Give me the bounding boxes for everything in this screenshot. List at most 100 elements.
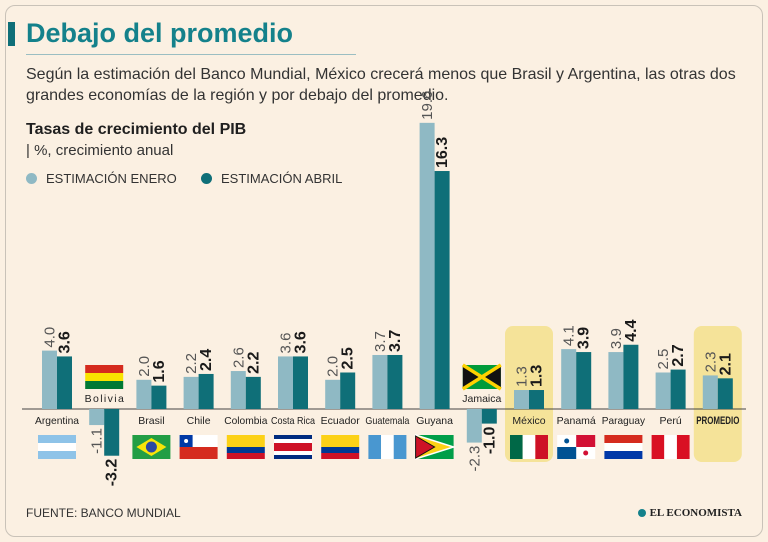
bar-abril-mexico — [529, 390, 544, 409]
value-label-enero-peru: 2.5 — [655, 349, 672, 370]
category-label-mexico: México — [512, 415, 545, 427]
category-label-guatemala: Guatemala — [365, 415, 409, 427]
infographic-frame — [5, 5, 763, 537]
flag-colombia-icon — [226, 435, 265, 459]
value-label-abril-mexico: 1.3 — [529, 365, 546, 387]
bar-enero-bolivia — [89, 409, 105, 426]
category-label-colombia: Colombia — [224, 415, 267, 427]
bar-abril-guatemala — [387, 354, 403, 409]
page-title: Debajo del promedio — [26, 18, 294, 48]
category-label-paraguay: Paraguay — [602, 415, 646, 427]
bar-abril-argentina — [57, 356, 72, 409]
value-label-enero-paraguay: 3.9 — [608, 328, 625, 349]
value-label-enero-panama: 4.1 — [561, 325, 578, 346]
value-label-abril-panama: 3.9 — [576, 327, 593, 349]
bar-enero-guyana — [419, 122, 435, 409]
value-label-enero-promedio: 2.3 — [702, 352, 719, 373]
category-label-chile: Chile — [187, 415, 211, 427]
category-label-bolivia: Bolivia — [85, 393, 124, 405]
value-label-enero-guyana: 19.6 — [419, 91, 436, 120]
category-label-ecuador: Ecuador — [321, 415, 361, 427]
category-label-jamaica: Jamaica — [462, 393, 501, 405]
bar-abril-promedio — [717, 378, 733, 409]
flag-panama-icon — [557, 435, 596, 459]
value-label-abril-chile: 2.4 — [198, 349, 215, 371]
bar-enero-guatemala — [372, 354, 388, 409]
category-label-argentina: Argentina — [35, 415, 79, 427]
legend-item-abril: ESTIMACIÓN ABRIL — [201, 171, 342, 186]
bar-abril-chile — [198, 373, 214, 409]
category-label-peru: Perú — [660, 415, 682, 427]
bar-enero-brasil — [136, 379, 152, 409]
legend-swatch-abril — [201, 173, 212, 184]
chart-unit-label: | %, crecimiento anual — [26, 142, 174, 159]
value-label-abril-promedio: 2.1 — [717, 353, 734, 375]
value-label-enero-bolivia: -1.1 — [89, 428, 106, 454]
bar-abril-bolivia — [104, 409, 120, 456]
bar-enero-jamaica — [466, 409, 482, 443]
source-note: FUENTE: BANCO MUNDIAL — [26, 506, 181, 520]
flag-costa-rica-icon — [274, 435, 312, 459]
flag-chile-icon — [179, 435, 218, 459]
chart-title: Tasas de crecimiento del PIB — [26, 121, 247, 138]
bar-enero-paraguay — [608, 352, 624, 409]
legend-swatch-enero — [26, 173, 37, 184]
flag-guyana-icon — [414, 433, 457, 461]
value-label-enero-colombia: 2.6 — [230, 347, 247, 368]
value-label-enero-ecuador: 2.0 — [325, 356, 342, 377]
value-label-enero-brasil: 2.0 — [136, 356, 153, 377]
flag-guatemala-icon — [368, 435, 407, 459]
bar-enero-promedio — [702, 375, 718, 409]
value-label-abril-argentina: 3.6 — [57, 331, 74, 353]
bar-enero-peru — [655, 372, 671, 409]
subtitle: Según la estimación del Banco Mundial, M… — [26, 66, 736, 104]
bar-enero-costa-rica — [278, 356, 293, 409]
value-label-enero-argentina: 4.0 — [42, 327, 59, 348]
value-label-abril-jamaica: -1.0 — [481, 427, 498, 455]
bar-enero-chile — [183, 376, 199, 409]
value-label-abril-peru: 2.7 — [670, 344, 687, 366]
value-label-abril-colombia: 2.2 — [245, 352, 262, 374]
brand-name: EL ECONOMISTA — [649, 507, 742, 519]
title-accent-bar — [8, 22, 15, 46]
category-label-guyana: Guyana — [416, 415, 453, 427]
brand-logo: EL ECONOMISTA — [637, 507, 742, 519]
value-label-enero-costa-rica: 3.6 — [278, 333, 295, 354]
bar-abril-colombia — [245, 376, 261, 409]
flag-mexico-icon — [510, 435, 548, 459]
value-label-abril-guyana: 16.3 — [434, 137, 451, 168]
category-label-panama: Panamá — [557, 415, 596, 427]
category-label-brasil: Brasil — [138, 415, 164, 427]
value-label-abril-brasil: 1.6 — [151, 360, 168, 382]
bar-enero-colombia — [230, 371, 246, 409]
bar-enero-ecuador — [325, 379, 341, 409]
legend-label-enero: ESTIMACIÓN ENERO — [46, 171, 177, 186]
bar-enero-argentina — [42, 350, 57, 409]
bar-abril-brasil — [151, 385, 167, 409]
flag-bolivia-icon — [85, 365, 124, 389]
value-label-abril-guatemala: 3.7 — [387, 330, 404, 352]
bar-abril-paraguay — [623, 344, 639, 409]
brand-mark-icon — [637, 509, 646, 517]
flag-ecuador-icon — [321, 435, 360, 459]
bar-enero-mexico — [514, 390, 529, 409]
flag-jamaica-icon — [461, 363, 502, 391]
value-label-abril-ecuador: 2.5 — [340, 347, 357, 369]
title-underline — [26, 54, 356, 55]
value-label-enero-mexico: 1.3 — [514, 366, 531, 387]
legend-label-abril: ESTIMACIÓN ABRIL — [221, 171, 343, 186]
bar-abril-costa-rica — [293, 356, 308, 409]
flag-brasil-icon — [132, 435, 171, 459]
value-label-enero-jamaica: -2.3 — [466, 446, 483, 472]
bar-abril-guyana — [434, 171, 450, 409]
bar-abril-jamaica — [481, 409, 497, 424]
value-label-abril-paraguay: 4.4 — [623, 319, 640, 341]
value-label-abril-costa-rica: 3.6 — [293, 331, 310, 353]
bar-abril-peru — [670, 369, 686, 409]
legend-item-enero: ESTIMACIÓN ENERO — [26, 171, 177, 186]
value-label-enero-chile: 2.2 — [183, 353, 200, 374]
bar-abril-ecuador — [340, 372, 356, 409]
flag-argentina-icon — [38, 435, 76, 459]
value-label-abril-bolivia: -3.2 — [104, 459, 121, 487]
